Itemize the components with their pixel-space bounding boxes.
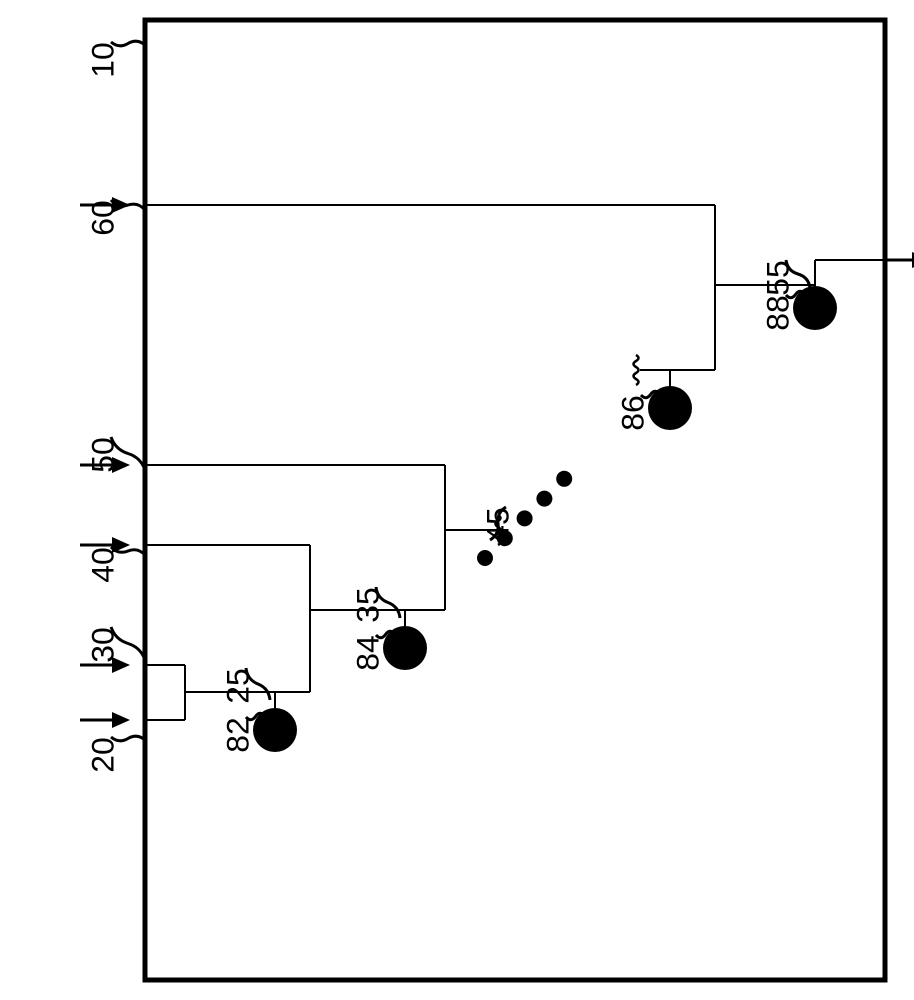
pin-label-n84: 35	[349, 587, 385, 622]
node-label-n82: 82	[219, 717, 255, 752]
label-l40: 40	[84, 547, 120, 582]
node-label-n86: 86	[614, 395, 650, 430]
ellipsis-dot-3	[536, 491, 552, 507]
diagram-svg: 1020304050608225843545868855	[0, 0, 914, 1000]
pin-label-n88: 55	[759, 260, 795, 295]
node-label-n84: 84	[349, 635, 385, 670]
ellipsis-dot-4	[556, 471, 572, 487]
node-label-n88: 88	[759, 295, 795, 330]
ellipsis-dot-1	[497, 530, 513, 546]
label-l20: 20	[84, 737, 120, 772]
pin-label-n82: 25	[219, 668, 255, 703]
ellipsis-dot-0	[477, 550, 493, 566]
label-l10: 10	[84, 42, 120, 77]
ellipsis-dot-2	[517, 510, 533, 526]
diagram-stage: 1020304050608225843545868855	[0, 0, 914, 1000]
background	[0, 0, 914, 1000]
label-l60: 60	[84, 200, 120, 235]
